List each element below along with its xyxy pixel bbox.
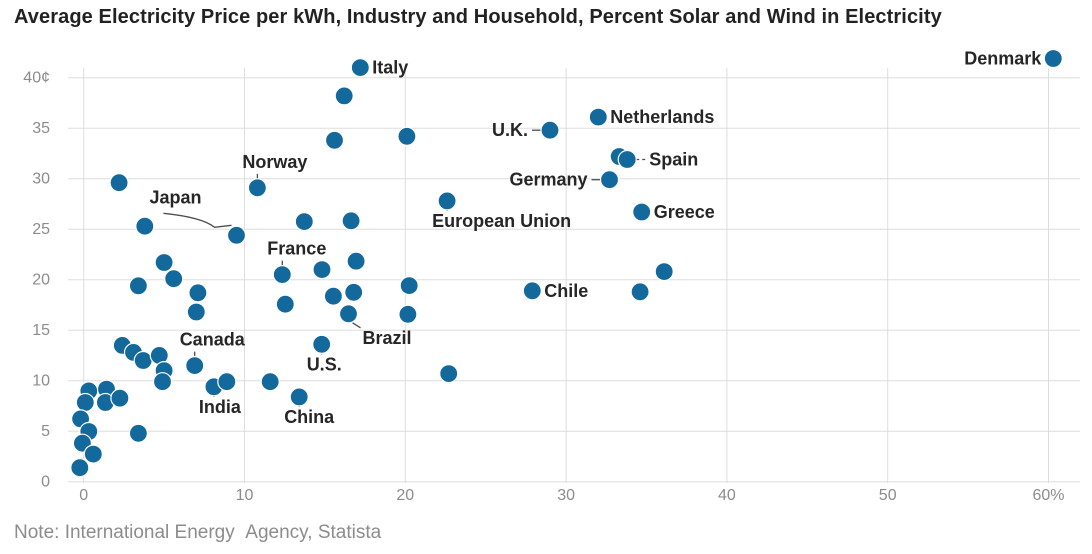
svg-text:40¢: 40¢ [23,70,50,87]
svg-text:Netherlands: Netherlands [610,107,714,127]
svg-text:35: 35 [32,120,50,137]
svg-text:European Union: European Union [432,211,571,231]
svg-text:10: 10 [236,487,254,504]
svg-text:30: 30 [557,487,575,504]
svg-text:Denmark: Denmark [964,49,1042,69]
svg-text:Japan: Japan [150,187,202,207]
svg-text:20: 20 [32,272,50,289]
svg-text:Norway: Norway [242,152,307,172]
svg-text:60%: 60% [1032,487,1064,504]
svg-text:40: 40 [718,487,736,504]
svg-text:Brazil: Brazil [363,328,412,348]
svg-text:Canada: Canada [180,330,246,350]
svg-text:China: China [284,407,335,427]
svg-text:0: 0 [41,474,50,491]
svg-text:30: 30 [32,171,50,188]
svg-text:U.S.: U.S. [307,354,342,374]
svg-text:U.K.: U.K. [492,120,528,140]
svg-text:25: 25 [32,221,50,238]
svg-text:5: 5 [41,423,50,440]
svg-text:India: India [199,397,242,417]
svg-text:Chile: Chile [544,281,588,301]
svg-text:0: 0 [79,487,88,504]
svg-text:Greece: Greece [654,202,715,222]
svg-text:Spain: Spain [649,150,698,170]
svg-text:Italy: Italy [372,58,408,78]
svg-text:20: 20 [396,487,414,504]
svg-text:10: 10 [32,373,50,390]
svg-text:France: France [267,239,326,259]
svg-text:15: 15 [32,322,50,339]
svg-text:50: 50 [879,487,897,504]
svg-text:Germany: Germany [509,170,587,190]
